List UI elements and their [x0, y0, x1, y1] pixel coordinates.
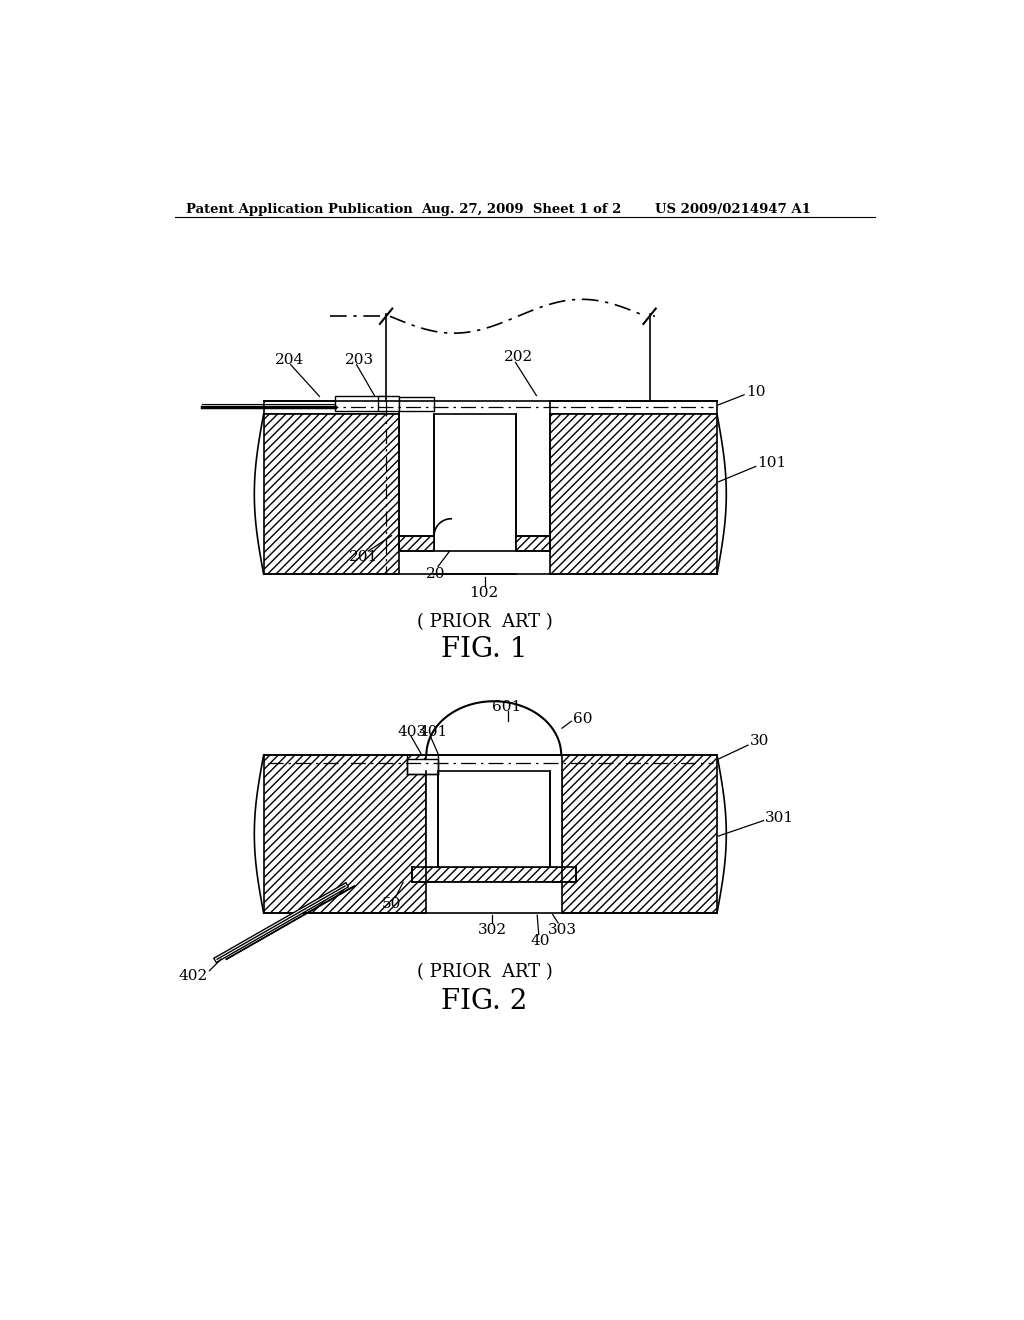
Text: 403: 403: [397, 725, 427, 739]
Text: 402: 402: [178, 969, 208, 983]
Text: FIG. 2: FIG. 2: [441, 989, 527, 1015]
Text: 101: 101: [758, 457, 786, 470]
Bar: [550, 401, 717, 414]
Bar: [550, 414, 717, 574]
Text: 302: 302: [478, 923, 508, 937]
Bar: [335, 396, 384, 411]
Text: 40: 40: [530, 935, 550, 949]
Text: 601: 601: [493, 701, 521, 714]
Text: 10: 10: [745, 384, 765, 399]
Bar: [378, 396, 399, 411]
Bar: [434, 414, 515, 552]
Text: Aug. 27, 2009  Sheet 1 of 2: Aug. 27, 2009 Sheet 1 of 2: [421, 203, 622, 216]
Text: Patent Application Publication: Patent Application Publication: [186, 203, 413, 216]
Text: 202: 202: [504, 350, 534, 364]
Text: 50: 50: [382, 896, 401, 911]
Bar: [438, 771, 550, 867]
Text: 203: 203: [345, 354, 374, 367]
Text: 201: 201: [349, 550, 378, 564]
Text: 303: 303: [548, 923, 578, 937]
Text: 20: 20: [426, 568, 445, 581]
Text: 102: 102: [469, 586, 499, 599]
Bar: [562, 755, 717, 913]
Bar: [413, 867, 575, 882]
Bar: [407, 759, 438, 775]
Bar: [515, 536, 550, 552]
Text: FIG. 1: FIG. 1: [441, 636, 527, 663]
Bar: [263, 755, 426, 913]
Text: 401: 401: [419, 725, 447, 739]
Bar: [263, 414, 399, 574]
Bar: [399, 536, 434, 552]
Text: ( PRIOR  ART ): ( PRIOR ART ): [417, 612, 552, 631]
Text: ( PRIOR  ART ): ( PRIOR ART ): [417, 964, 552, 981]
Bar: [426, 771, 562, 867]
Text: 301: 301: [765, 810, 795, 825]
Text: 204: 204: [275, 354, 304, 367]
Text: US 2009/0214947 A1: US 2009/0214947 A1: [655, 203, 811, 216]
Bar: [399, 397, 434, 411]
Text: 60: 60: [572, 711, 592, 726]
Bar: [263, 401, 399, 414]
Text: 30: 30: [751, 734, 770, 748]
